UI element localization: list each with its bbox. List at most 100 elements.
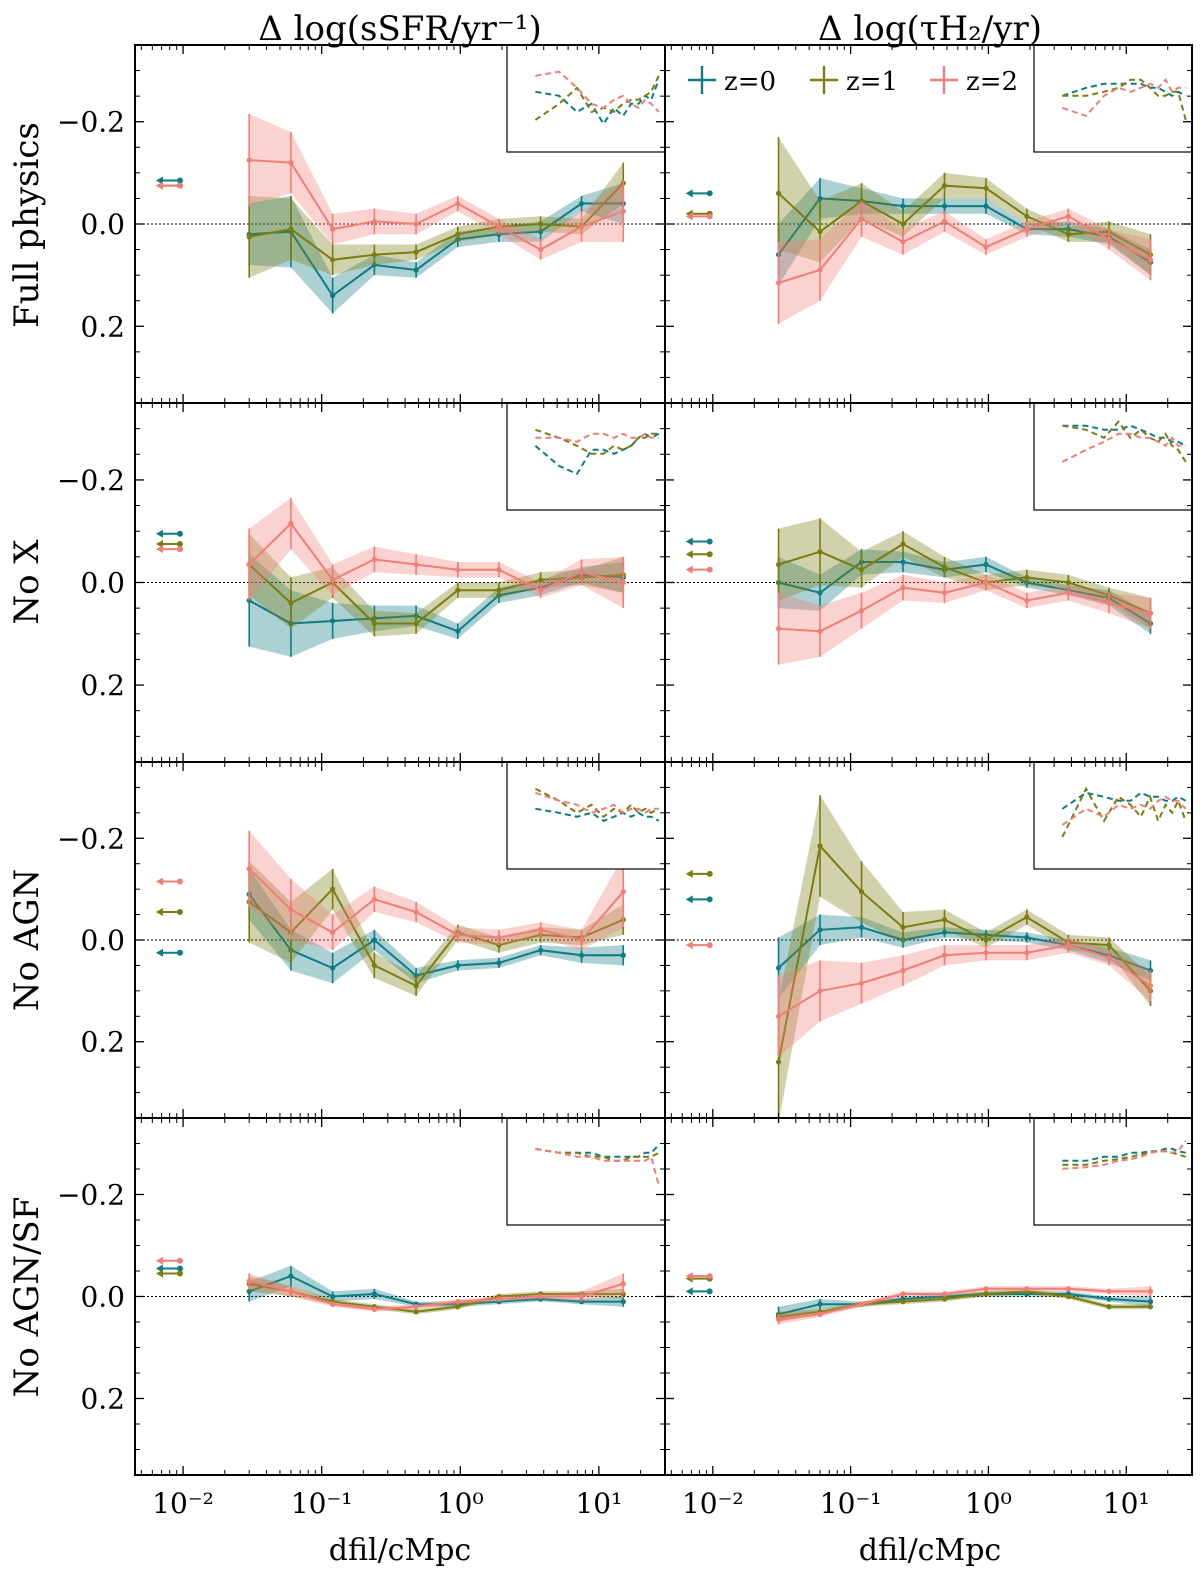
data-point xyxy=(538,1293,544,1300)
y-tick-label: 0.2 xyxy=(80,1383,125,1416)
indicator-arrowhead xyxy=(685,550,693,559)
indicator-arrowhead xyxy=(155,1256,163,1265)
inset-line-z=0 xyxy=(1061,791,1187,810)
indicator-arrowhead xyxy=(685,895,693,904)
series-line-z=0 xyxy=(249,202,624,298)
indicator-dot xyxy=(176,530,183,537)
series-line-z=0 xyxy=(778,561,1152,625)
data-point xyxy=(775,1316,782,1323)
data-point xyxy=(288,1273,294,1279)
series-line-z=2 xyxy=(248,868,625,942)
data-point xyxy=(983,1286,989,1292)
y-tick-label: 0.0 xyxy=(80,924,125,957)
data-point xyxy=(1024,934,1030,941)
data-point xyxy=(1106,236,1112,242)
data-point xyxy=(817,229,823,235)
data-point xyxy=(983,244,989,250)
data-point xyxy=(455,628,461,634)
error-band-z=0 xyxy=(249,868,624,984)
legend-label-z=2: z=2 xyxy=(966,67,1018,97)
x-axis-label-left: dfil/cMpc xyxy=(329,1533,471,1568)
data-point xyxy=(1065,579,1071,586)
data-point xyxy=(900,585,906,591)
indicator-dot xyxy=(706,870,713,877)
data-point xyxy=(288,600,294,606)
error-band-z=2 xyxy=(778,574,1151,665)
data-point xyxy=(941,1291,948,1297)
y-tick-label: 0.2 xyxy=(80,669,125,702)
x-tick-label: 10⁻² xyxy=(682,1487,744,1520)
data-point xyxy=(983,1291,989,1297)
error-band-z=0 xyxy=(778,549,1151,634)
data-point xyxy=(455,587,461,593)
data-point xyxy=(941,952,948,958)
series-line-z=0 xyxy=(777,926,1151,972)
inset-line-z=2 xyxy=(535,1147,660,1186)
x-tick-label: 10¹ xyxy=(575,1487,622,1520)
data-point xyxy=(775,561,782,568)
indicator-arrowhead xyxy=(155,908,163,917)
data-point xyxy=(620,952,626,958)
data-point xyxy=(983,561,989,568)
error-band-z=1 xyxy=(249,533,624,637)
data-point xyxy=(1024,574,1030,580)
data-point xyxy=(538,577,544,583)
data-point xyxy=(288,226,294,232)
indicator-dot xyxy=(706,213,713,220)
data-point xyxy=(775,626,782,632)
data-point xyxy=(330,929,336,935)
inset-line-z=1 xyxy=(1062,420,1187,463)
data-point xyxy=(1024,597,1030,604)
series-line-z=1 xyxy=(248,563,624,625)
data-point xyxy=(413,1309,419,1315)
data-point xyxy=(246,561,252,568)
indicator-arrowhead xyxy=(685,1272,693,1281)
data-point xyxy=(578,937,585,943)
col-title-tau: Δ log(τH₂/yr) xyxy=(818,9,1042,49)
series-line-z=2 xyxy=(248,521,624,592)
indicator-dot xyxy=(176,1265,183,1272)
data-point xyxy=(330,1293,336,1300)
data-point xyxy=(900,1299,906,1305)
data-point xyxy=(858,980,865,986)
data-point xyxy=(1024,226,1030,232)
row-label-no-x: No X xyxy=(7,539,47,625)
series-line-z=2 xyxy=(777,944,1152,1018)
data-point xyxy=(496,587,502,593)
inset-box xyxy=(506,402,666,511)
data-point xyxy=(775,190,782,196)
error-band-z=0 xyxy=(249,554,624,657)
x-tick-label: 10⁻¹ xyxy=(820,1487,882,1520)
data-point xyxy=(1024,950,1030,956)
inset-line-z=0 xyxy=(1062,82,1187,97)
data-point xyxy=(496,223,502,230)
data-point xyxy=(1106,1296,1112,1302)
y-tick-label: 0.0 xyxy=(80,567,125,600)
data-point xyxy=(817,1311,823,1317)
inset-box xyxy=(506,1117,666,1226)
data-point xyxy=(941,590,948,596)
inset-line-z=2 xyxy=(1061,795,1187,826)
data-point xyxy=(288,1288,294,1294)
data-point xyxy=(413,620,419,627)
series-line-z=1 xyxy=(778,1290,1151,1318)
data-point xyxy=(371,252,377,258)
indicator-dot xyxy=(176,182,183,189)
data-point xyxy=(1106,1304,1112,1310)
panel-1-ssfr: 0.2 0.0 −0.2 xyxy=(57,402,666,763)
indicator-arrowhead xyxy=(685,189,693,198)
data-point xyxy=(620,579,626,586)
data-point xyxy=(288,906,294,913)
series-line-z=1 xyxy=(777,843,1152,1063)
indicator-dot xyxy=(176,1257,183,1264)
data-point xyxy=(578,223,585,230)
labels-layer: Δ log(sSFR/yr⁻¹) Δ log(τH₂/yr) Full phys… xyxy=(7,9,1042,1568)
data-point xyxy=(983,203,989,209)
x-tick-label: 10⁰ xyxy=(965,1487,1012,1520)
data-point xyxy=(371,218,377,225)
series-line-z=1 xyxy=(778,542,1151,615)
data-point xyxy=(413,1304,419,1310)
error-band-z=1 xyxy=(778,795,1151,1124)
data-point xyxy=(941,183,948,189)
data-point xyxy=(858,1301,865,1307)
